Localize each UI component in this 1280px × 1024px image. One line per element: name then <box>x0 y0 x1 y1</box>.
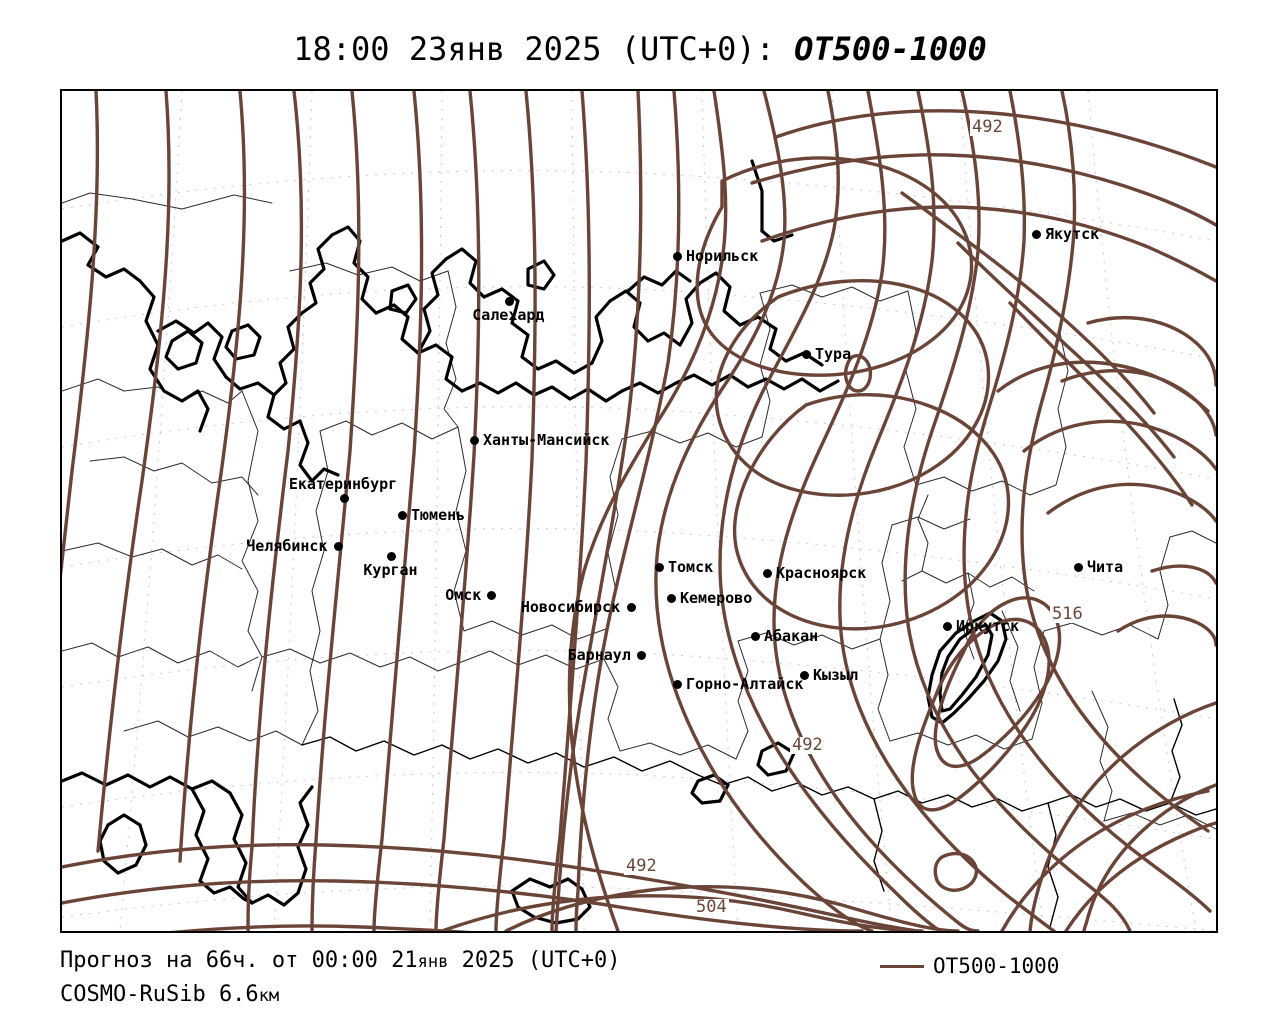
map-frame[interactable]: Якутск Норильск Тура Салехард Ханты-Мансийск… <box>60 89 1218 933</box>
legend-label: OT500-1000 <box>933 954 1060 978</box>
model-resolution-unit: км <box>258 986 280 1006</box>
title-time: 18:00 <box>293 30 390 68</box>
graticule-grid <box>62 91 1216 931</box>
title-timezone: (UTC+0): <box>620 30 775 68</box>
model-name: COSMO-RuSib 6.6 <box>60 982 259 1007</box>
map-canvas[interactable] <box>62 91 1216 931</box>
contour-lines <box>62 91 1216 931</box>
forecast-text-a: Прогноз на 66ч. от 00:00 21 <box>60 948 418 973</box>
forecast-text-c: 2025 (UTC+0) <box>448 948 621 973</box>
admin-borders <box>62 192 1216 830</box>
country-outlines <box>301 698 1216 928</box>
legend-line-swatch <box>880 964 924 968</box>
legend: OT500-1000 <box>880 952 1059 980</box>
title-date: 23янв 2025 <box>408 30 602 68</box>
footer: Прогноз на 66ч. от 00:00 21янв 2025 (UTC… <box>60 948 1220 1018</box>
title-field-name: OT500-1000 <box>794 30 987 68</box>
page-title: 18:00 23янв 2025 (UTC+0): OT500-1000 <box>0 30 1280 68</box>
forecast-text-month: янв <box>417 952 449 972</box>
forecast-info-line: Прогноз на 66ч. от 00:00 21янв 2025 (UTC… <box>60 948 621 973</box>
model-info-line: COSMO-RuSib 6.6км <box>60 982 279 1007</box>
